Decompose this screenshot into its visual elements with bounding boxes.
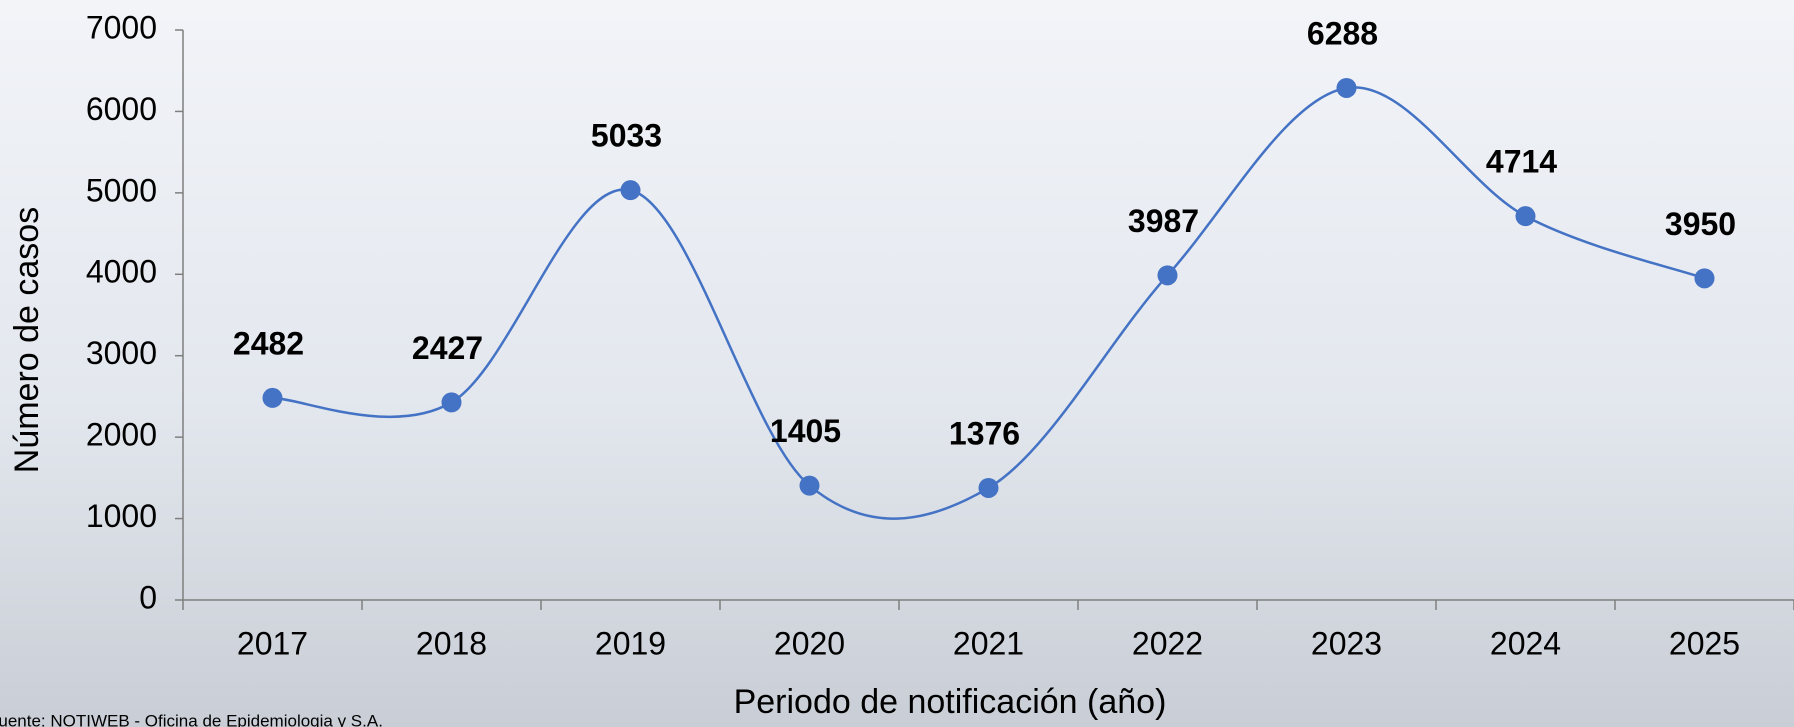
x-tick-label: 2019 [595, 625, 666, 661]
x-tick-label: 2018 [416, 625, 487, 661]
point [620, 180, 641, 201]
point [262, 387, 283, 408]
y-tick-label: 3000 [86, 335, 157, 371]
x-tick-label: 2023 [1311, 625, 1382, 661]
data-label: 5033 [591, 118, 662, 154]
x-tick-label: 2021 [953, 625, 1024, 661]
point [1157, 265, 1178, 286]
y-tick-label: 6000 [86, 91, 157, 127]
data-label: 4714 [1486, 144, 1557, 180]
data-label: 1376 [949, 415, 1020, 451]
x-tick-label: 2024 [1490, 625, 1561, 661]
data-label: 3987 [1128, 203, 1199, 239]
data-label: 2427 [412, 330, 483, 366]
point [1336, 77, 1357, 98]
point [441, 392, 462, 413]
point [1694, 268, 1715, 289]
data-label: 3950 [1665, 206, 1736, 242]
x-tick-label: 2020 [774, 625, 845, 661]
x-tick-label: 2025 [1669, 625, 1740, 661]
point [799, 475, 820, 496]
y-tick-label: 4000 [86, 254, 157, 290]
x-tick-label: 2017 [237, 625, 308, 661]
y-tick-label: 7000 [86, 9, 157, 45]
source-note: Fuente: NOTIWEB - Oficina de Epidemiolog… [0, 711, 383, 727]
data-label: 6288 [1307, 15, 1378, 51]
y-tick-label: 2000 [86, 417, 157, 453]
y-tick-label: 5000 [86, 172, 157, 208]
point [1515, 206, 1536, 227]
line [272, 86, 1705, 520]
x-tick-label: 2022 [1132, 625, 1203, 661]
point [978, 477, 999, 498]
y-tick-label: 0 [139, 579, 157, 615]
y-axis-title: Número de casos [8, 207, 46, 473]
data-label: 2482 [233, 325, 304, 361]
y-tick-label: 1000 [86, 498, 157, 534]
data-label: 1405 [770, 413, 841, 449]
x-axis-title: Periodo de notificación (año) [734, 683, 1167, 721]
